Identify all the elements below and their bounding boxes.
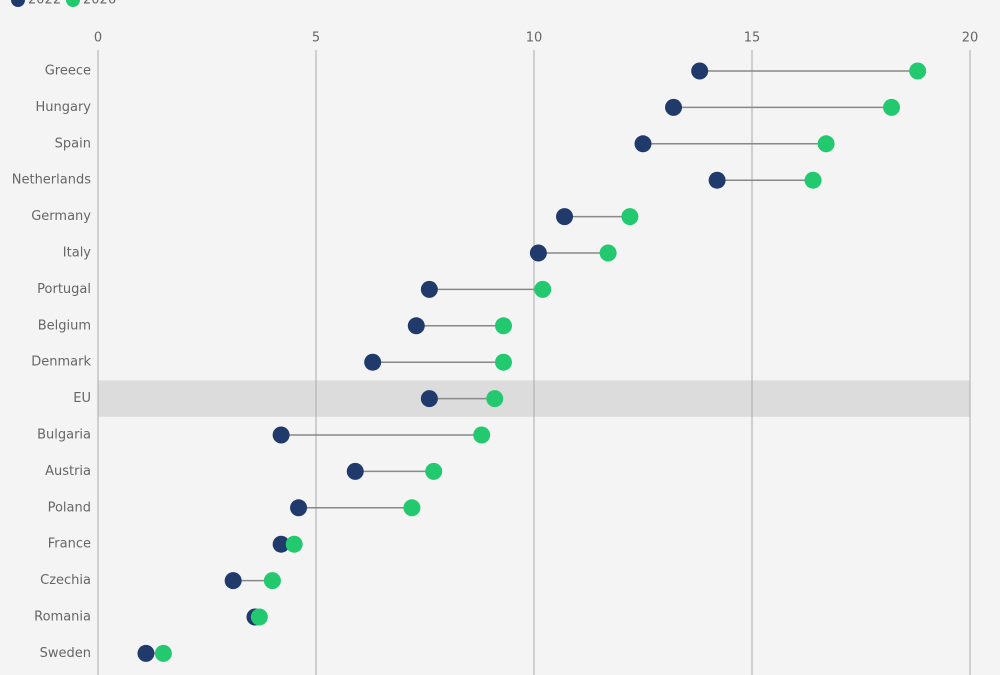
- dot: [529, 244, 547, 262]
- dot: [420, 280, 438, 298]
- dot: [473, 426, 491, 444]
- dot: [263, 572, 281, 590]
- dot: [154, 644, 172, 662]
- dot: [883, 98, 901, 116]
- y-tick-label: Portugal: [37, 282, 91, 297]
- y-tick-label: EU: [73, 391, 91, 406]
- legend-label: 2026: [83, 0, 116, 8]
- y-tick-label: Poland: [48, 500, 91, 515]
- y-tick-label: Czechia: [40, 573, 91, 588]
- y-tick-label: Greece: [45, 64, 91, 79]
- dot: [272, 426, 290, 444]
- dot: [137, 644, 155, 662]
- dot: [556, 208, 574, 226]
- dot: [494, 353, 512, 371]
- dot: [665, 98, 683, 116]
- dot: [407, 317, 425, 335]
- dot: [909, 62, 927, 80]
- legend-label: 2022: [28, 0, 61, 8]
- y-tick-label: France: [48, 537, 91, 552]
- dot: [250, 608, 268, 626]
- dot: [691, 62, 709, 80]
- dot: [804, 171, 822, 189]
- y-tick-label: Denmark: [31, 355, 91, 370]
- dot: [285, 535, 303, 553]
- legend-marker: [11, 0, 25, 7]
- dot: [621, 208, 639, 226]
- y-tick-label: Spain: [55, 136, 91, 151]
- dot: [634, 135, 652, 153]
- x-tick-label: 20: [962, 31, 979, 46]
- dot: [272, 535, 290, 553]
- dot: [224, 572, 242, 590]
- y-tick-label: Austria: [45, 464, 91, 479]
- y-tick-label: Sweden: [40, 646, 91, 661]
- dot: [817, 135, 835, 153]
- x-tick-label: 15: [744, 31, 761, 46]
- y-tick-label: Germany: [31, 209, 91, 224]
- y-tick-label: Italy: [63, 246, 92, 261]
- legend-marker: [66, 0, 80, 7]
- dot: [494, 317, 512, 335]
- dot: [346, 462, 364, 480]
- y-tick-label: Romania: [34, 610, 91, 625]
- dot: [425, 462, 443, 480]
- dot: [534, 280, 552, 298]
- x-tick-label: 5: [312, 31, 320, 46]
- x-tick-label: 0: [94, 31, 102, 46]
- y-tick-label: Hungary: [35, 100, 91, 115]
- y-tick-label: Netherlands: [12, 173, 91, 188]
- dot: [290, 499, 308, 517]
- dot: [599, 244, 617, 262]
- dot: [420, 390, 438, 408]
- y-tick-label: Bulgaria: [37, 428, 91, 443]
- dot: [403, 499, 421, 517]
- dot: [364, 353, 382, 371]
- y-tick-label: Belgium: [38, 318, 91, 333]
- dot: [486, 390, 504, 408]
- dot: [708, 171, 726, 189]
- x-tick-label: 10: [526, 31, 543, 46]
